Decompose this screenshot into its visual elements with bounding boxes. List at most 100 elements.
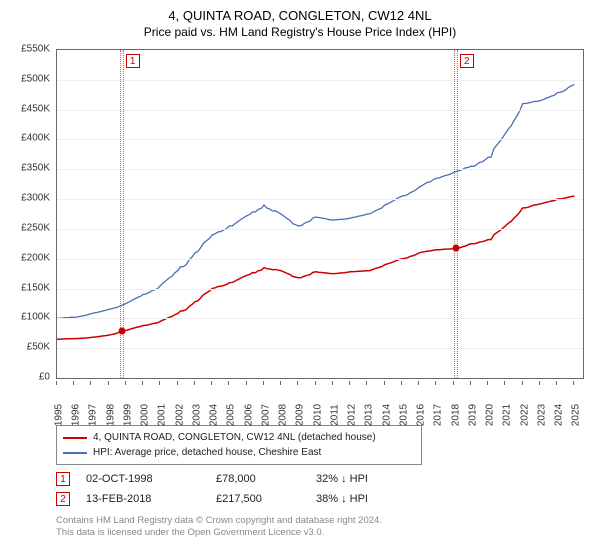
sale-marker-badge: 2 xyxy=(56,492,70,506)
legend-item-hpi: HPI: Average price, detached house, Ches… xyxy=(63,445,415,460)
y-tick-label: £100K xyxy=(21,312,50,323)
y-axis: £0£50K£100K£150K£200K£250K£300K£350K£400… xyxy=(10,49,54,379)
x-tick xyxy=(573,381,574,385)
x-tick-label: 2014 xyxy=(381,404,392,426)
line-chart-svg xyxy=(57,50,583,378)
sale-marker-badge: 2 xyxy=(460,54,474,68)
plot-area: 12 xyxy=(56,49,584,379)
x-tick xyxy=(246,381,247,385)
x-tick xyxy=(349,381,350,385)
sale-marker-zone xyxy=(454,50,458,378)
y-tick-label: £200K xyxy=(21,252,50,263)
gridline xyxy=(57,348,583,349)
gridline xyxy=(57,229,583,230)
x-tick xyxy=(453,381,454,385)
gridline xyxy=(57,199,583,200)
sale-row: 1 02-OCT-1998 £78,000 32% ↓ HPI xyxy=(56,469,590,489)
y-tick-label: £550K xyxy=(21,44,50,55)
x-tick xyxy=(108,381,109,385)
x-tick-label: 2020 xyxy=(485,404,496,426)
x-tick xyxy=(384,381,385,385)
x-tick xyxy=(90,381,91,385)
x-tick-label: 2015 xyxy=(398,404,409,426)
sale-date: 02-OCT-1998 xyxy=(86,473,216,485)
x-tick-label: 2004 xyxy=(209,404,220,426)
x-tick xyxy=(539,381,540,385)
x-tick xyxy=(125,381,126,385)
x-tick-label: 2008 xyxy=(278,404,289,426)
sale-marker-badge: 1 xyxy=(56,472,70,486)
x-tick-label: 2002 xyxy=(174,404,185,426)
x-tick-label: 1998 xyxy=(105,404,116,426)
y-tick-label: £350K xyxy=(21,163,50,174)
x-tick-label: 2013 xyxy=(364,404,375,426)
x-tick-label: 1997 xyxy=(88,404,99,426)
gridline xyxy=(57,110,583,111)
x-tick xyxy=(332,381,333,385)
x-tick xyxy=(522,381,523,385)
gridline xyxy=(57,169,583,170)
x-tick-label: 2018 xyxy=(450,404,461,426)
sale-point-marker xyxy=(452,245,459,252)
sale-vs-hpi: 32% ↓ HPI xyxy=(316,473,416,485)
x-tick-label: 2005 xyxy=(226,404,237,426)
x-tick-label: 2012 xyxy=(347,404,358,426)
series-hpi xyxy=(57,85,574,319)
x-tick xyxy=(280,381,281,385)
x-tick xyxy=(366,381,367,385)
x-tick xyxy=(504,381,505,385)
x-tick xyxy=(228,381,229,385)
chart-container: 4, QUINTA ROAD, CONGLETON, CW12 4NL Pric… xyxy=(0,0,600,560)
sale-vs-hpi: 38% ↓ HPI xyxy=(316,493,416,505)
legend-item-subject: 4, QUINTA ROAD, CONGLETON, CW12 4NL (det… xyxy=(63,430,415,445)
x-tick-label: 2011 xyxy=(329,404,340,426)
x-tick-label: 2009 xyxy=(295,404,306,426)
y-tick-label: £150K xyxy=(21,282,50,293)
y-tick-label: £50K xyxy=(27,342,50,353)
x-tick xyxy=(487,381,488,385)
x-tick xyxy=(435,381,436,385)
x-tick xyxy=(211,381,212,385)
gridline xyxy=(57,139,583,140)
legend-label-subject: 4, QUINTA ROAD, CONGLETON, CW12 4NL (det… xyxy=(93,430,376,445)
sale-row: 2 13-FEB-2018 £217,500 38% ↓ HPI xyxy=(56,489,590,509)
footer-line-2: This data is licensed under the Open Gov… xyxy=(56,527,590,539)
x-tick-label: 2001 xyxy=(157,404,168,426)
x-tick xyxy=(177,381,178,385)
x-tick-label: 1999 xyxy=(122,404,133,426)
x-tick-label: 2025 xyxy=(571,404,582,426)
x-tick-label: 2010 xyxy=(312,404,323,426)
sale-date: 13-FEB-2018 xyxy=(86,493,216,505)
y-tick-label: £0 xyxy=(39,372,50,383)
x-tick-label: 2021 xyxy=(502,404,513,426)
sale-price: £217,500 xyxy=(216,493,316,505)
gridline xyxy=(57,318,583,319)
gridline xyxy=(57,289,583,290)
x-tick-label: 2003 xyxy=(191,404,202,426)
x-tick-label: 1995 xyxy=(54,404,65,426)
x-tick-label: 2024 xyxy=(554,404,565,426)
sale-marker-badge: 1 xyxy=(126,54,140,68)
page-title: 4, QUINTA ROAD, CONGLETON, CW12 4NL xyxy=(10,8,590,23)
x-tick xyxy=(142,381,143,385)
x-tick-label: 2017 xyxy=(433,404,444,426)
x-tick-label: 2019 xyxy=(467,404,478,426)
sale-point-marker xyxy=(118,328,125,335)
x-axis: 1995199619971998199920002001200220032004… xyxy=(56,381,584,423)
y-tick-label: £250K xyxy=(21,222,50,233)
x-tick xyxy=(56,381,57,385)
x-tick-label: 1996 xyxy=(71,404,82,426)
x-tick-label: 2006 xyxy=(243,404,254,426)
gridline xyxy=(57,80,583,81)
x-tick xyxy=(73,381,74,385)
y-tick-label: £450K xyxy=(21,103,50,114)
y-tick-label: £400K xyxy=(21,133,50,144)
x-tick xyxy=(297,381,298,385)
x-tick-label: 2007 xyxy=(260,404,271,426)
x-tick xyxy=(263,381,264,385)
x-tick-label: 2022 xyxy=(519,404,530,426)
page-subtitle: Price paid vs. HM Land Registry's House … xyxy=(10,25,590,39)
footer-line-1: Contains HM Land Registry data © Crown c… xyxy=(56,515,590,527)
legend-label-hpi: HPI: Average price, detached house, Ches… xyxy=(93,445,321,460)
x-tick xyxy=(470,381,471,385)
